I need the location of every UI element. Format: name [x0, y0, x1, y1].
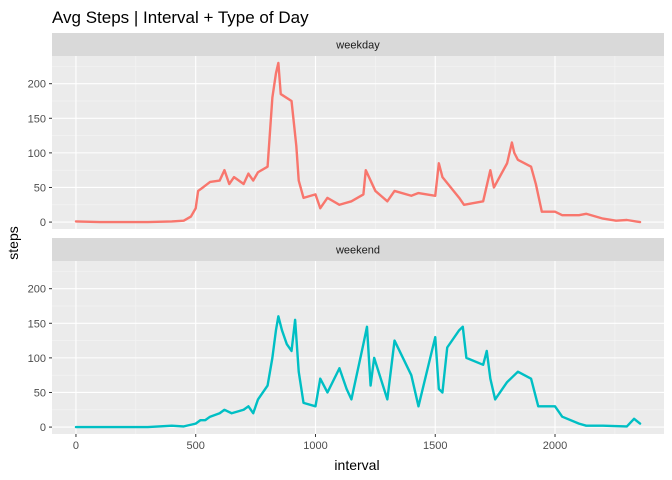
facet-panels: weekday 0 50 100 150 200 weekend 0 50 100 150 200: [28, 33, 664, 434]
y-tick-label: 50: [34, 182, 46, 194]
facet-strip: [52, 238, 664, 261]
x-axis: 0 500 1000 1500 2000: [73, 434, 567, 452]
facet-strip-label: weekday: [335, 40, 380, 52]
facet-panel-weekday: weekday 0 50 100 150 200: [28, 33, 664, 229]
y-tick-label: 0: [40, 422, 46, 434]
panel-background: [52, 261, 664, 434]
facet-panel-weekend: weekend 0 50 100 150 200: [28, 238, 664, 434]
x-tick-label: 0: [73, 440, 79, 452]
y-tick-label: 0: [40, 217, 46, 229]
series-line-weekday: [74, 61, 642, 224]
y-tick-label: 200: [28, 79, 46, 91]
y-tick-label: 150: [28, 318, 46, 330]
y-tick-label: 150: [28, 113, 46, 125]
y-tick-label: 100: [28, 148, 46, 160]
series-line-weekend: [74, 315, 642, 429]
facet-strip: [52, 33, 664, 56]
y-axis-title: steps: [5, 226, 21, 259]
x-tick-label: 1500: [423, 440, 447, 452]
y-tick-label: 100: [28, 353, 46, 365]
panel-background: [52, 56, 664, 229]
y-tick-label: 200: [28, 284, 46, 296]
x-axis-title: interval: [334, 457, 379, 473]
chart-title: Avg Steps | Interval + Type of Day: [52, 8, 309, 27]
y-tick-label: 50: [34, 387, 46, 399]
x-tick-label: 500: [187, 440, 205, 452]
facet-strip-label: weekend: [335, 245, 380, 257]
x-tick-label: 2000: [543, 440, 567, 452]
x-tick-label: 1000: [303, 440, 327, 452]
